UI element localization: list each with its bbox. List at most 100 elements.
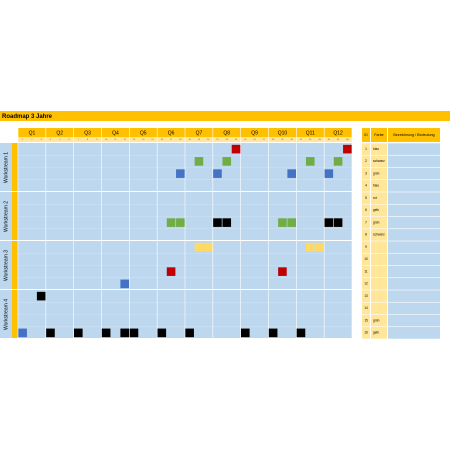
legend-color: blau bbox=[373, 147, 379, 151]
milestone bbox=[176, 218, 185, 227]
month-label: 10 bbox=[105, 139, 108, 141]
month-label: 26 bbox=[253, 139, 256, 141]
legend-id: 8 bbox=[365, 233, 367, 237]
legend-id: 10 bbox=[364, 257, 368, 261]
row-number-cell bbox=[12, 143, 18, 191]
legend-color: gelb bbox=[373, 208, 379, 212]
legend-color-cell bbox=[371, 241, 387, 253]
legend-desc-cell bbox=[388, 180, 440, 192]
milestone bbox=[231, 144, 241, 154]
quarter-label: Q3 bbox=[84, 130, 91, 136]
month-label: 36 bbox=[346, 139, 349, 141]
legend-desc-cell bbox=[388, 278, 440, 290]
milestone bbox=[305, 157, 315, 166]
quarter-label: Q4 bbox=[112, 130, 119, 136]
legend-color-cell bbox=[371, 314, 387, 327]
month-label: 30 bbox=[291, 139, 294, 141]
milestone bbox=[74, 328, 83, 338]
legend-color-cell bbox=[371, 204, 387, 217]
month-label: 35 bbox=[337, 139, 340, 141]
legend-id-cell bbox=[362, 180, 370, 192]
workstream-label-cell bbox=[0, 192, 12, 240]
legend-color: gelb bbox=[373, 331, 379, 335]
quarter-label: Q12 bbox=[333, 130, 343, 136]
row-number-cell bbox=[12, 290, 18, 338]
milestone bbox=[315, 242, 324, 252]
milestone bbox=[18, 328, 27, 338]
month-label: 22 bbox=[216, 139, 219, 141]
milestone bbox=[101, 328, 111, 338]
milestone bbox=[305, 242, 315, 252]
milestone bbox=[287, 169, 296, 178]
legend-color-cell bbox=[371, 192, 387, 204]
month-label: 11 bbox=[114, 139, 117, 141]
legend-desc-cell bbox=[388, 314, 440, 327]
month-label: 18 bbox=[179, 139, 182, 141]
legend-color-cell bbox=[371, 302, 387, 315]
legend-id-cell bbox=[362, 167, 370, 180]
quarter-label: Q2 bbox=[56, 130, 63, 136]
milestone bbox=[222, 218, 232, 227]
legend-desc-cell bbox=[388, 216, 440, 229]
legend-id: 13 bbox=[364, 294, 368, 298]
legend-color-cell bbox=[371, 327, 387, 339]
month-label: 9 bbox=[96, 139, 98, 141]
title-bar bbox=[0, 111, 450, 121]
milestone bbox=[296, 328, 306, 338]
legend-desc-cell bbox=[388, 327, 440, 339]
legend-color: grün bbox=[373, 220, 380, 224]
milestone bbox=[194, 157, 204, 166]
legend-id-cell bbox=[362, 229, 370, 241]
workstream-label-cell bbox=[0, 290, 12, 338]
legend-id-cell bbox=[362, 216, 370, 229]
milestone bbox=[333, 157, 343, 166]
milestone bbox=[324, 218, 334, 227]
legend-color-cell bbox=[371, 278, 387, 290]
legend-header: Bezeichnung / Bedeutung bbox=[393, 133, 434, 137]
milestone bbox=[324, 169, 334, 178]
quarter-label: Q9 bbox=[251, 130, 258, 136]
legend-desc-cell bbox=[388, 253, 440, 266]
legend-header-cell bbox=[388, 128, 440, 142]
month-label: 16 bbox=[161, 139, 164, 141]
legend-desc-cell bbox=[388, 192, 440, 204]
workstream-label: Workstream 3 bbox=[3, 250, 9, 281]
legend-id-cell bbox=[362, 192, 370, 204]
legend-id-cell bbox=[362, 204, 370, 217]
milestone bbox=[333, 218, 343, 227]
milestone bbox=[166, 218, 176, 227]
month-label: 32 bbox=[309, 139, 312, 141]
legend-desc-cell bbox=[388, 229, 440, 241]
legend-desc-cell bbox=[388, 290, 440, 302]
month-label: 13 bbox=[133, 139, 136, 141]
legend-id-cell bbox=[362, 302, 370, 315]
milestone bbox=[36, 291, 46, 301]
month-label: 28 bbox=[272, 139, 275, 141]
month-label: 1 bbox=[22, 139, 24, 141]
month-label: 31 bbox=[300, 139, 303, 141]
legend-desc-cell bbox=[388, 155, 440, 168]
legend-desc-cell bbox=[388, 241, 440, 253]
milestone bbox=[241, 328, 250, 338]
legend-id-cell bbox=[362, 265, 370, 278]
month-label: 24 bbox=[235, 139, 238, 141]
month-label: 3 bbox=[41, 139, 43, 141]
legend-header-cell bbox=[362, 128, 370, 142]
legend-color-cell bbox=[371, 167, 387, 180]
legend-color-cell bbox=[371, 216, 387, 229]
milestone bbox=[287, 218, 296, 227]
legend-id-cell bbox=[362, 290, 370, 302]
workstream-label-cell bbox=[0, 241, 12, 289]
workstream-label: Workstream 4 bbox=[3, 299, 9, 330]
legend-id-cell bbox=[362, 278, 370, 290]
milestone bbox=[120, 279, 129, 289]
legend-desc-cell bbox=[388, 265, 440, 278]
quarter-label: Q6 bbox=[168, 130, 175, 136]
row-number-cell bbox=[12, 241, 18, 289]
legend-id: 11 bbox=[364, 269, 368, 273]
milestone bbox=[278, 218, 287, 227]
month-label: 5 bbox=[59, 139, 61, 141]
milestone bbox=[222, 157, 232, 166]
legend-id-cell bbox=[362, 143, 370, 155]
